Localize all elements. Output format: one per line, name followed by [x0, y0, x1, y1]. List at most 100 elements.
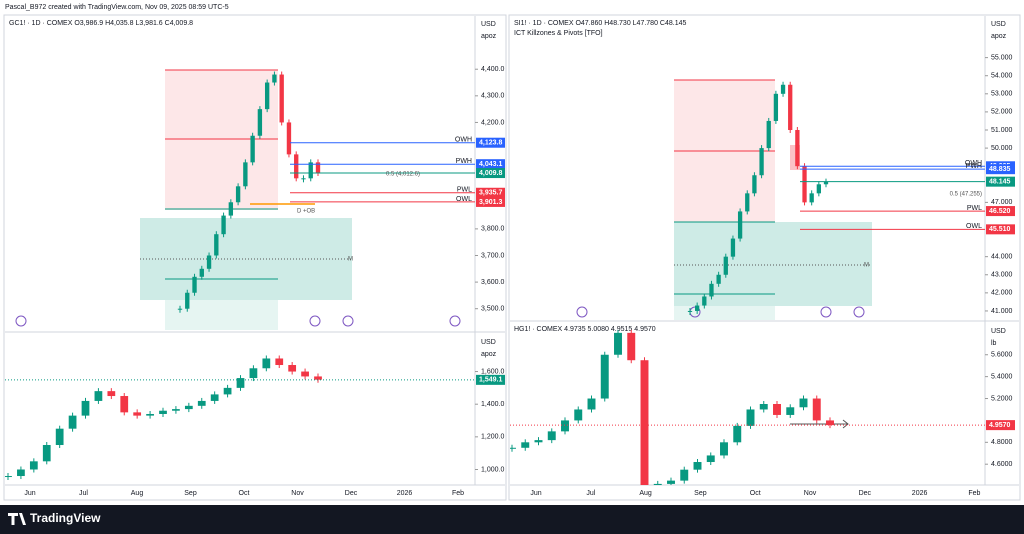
x-tick-label: Nov	[804, 490, 817, 497]
candle	[766, 120, 771, 149]
candle	[687, 310, 693, 312]
candle	[286, 122, 292, 155]
y-tick-label: 50.000	[991, 145, 1013, 152]
price-tag	[986, 176, 1015, 187]
right-frame	[508, 14, 1021, 501]
y-tick-label: 1,200.0	[481, 434, 504, 441]
candle	[773, 93, 779, 121]
price-tag	[476, 196, 505, 207]
candle	[746, 409, 755, 426]
candle	[107, 391, 116, 397]
price-tag	[476, 137, 505, 148]
x-tick-label: Feb	[968, 490, 980, 497]
candles	[687, 81, 829, 315]
candle	[199, 268, 204, 277]
legend: GC1! · 1D · COMEX O3,986.9 H4,035.8 L3,9…	[9, 20, 193, 27]
candle	[816, 184, 821, 194]
header-text: Pascal_B972 created with TradingView.com…	[5, 4, 229, 11]
y-tick-label: 4.6000	[991, 461, 1013, 468]
x-tick-label: Feb	[452, 490, 464, 497]
footer-bar	[0, 505, 1024, 534]
price-tag-label: 48.145	[989, 179, 1011, 186]
x-tick-label: Jun	[24, 490, 35, 497]
candle	[587, 398, 596, 410]
candle	[294, 154, 299, 179]
candle	[812, 398, 821, 421]
candle	[795, 130, 800, 167]
price-tag-label: 45.510	[989, 226, 1011, 233]
candle	[301, 178, 306, 180]
candle	[752, 175, 757, 194]
candle	[314, 376, 322, 380]
price-tag	[986, 420, 1015, 431]
pivot-name: OWH	[965, 160, 982, 167]
candle	[823, 181, 829, 185]
y-tick-label: 3,500.0	[481, 306, 504, 313]
pivot-name: OWL	[456, 196, 472, 203]
pivot-name: PWH	[456, 158, 472, 165]
y-tick-label: 1,400.0	[481, 401, 504, 408]
x-tick-label: Aug	[639, 490, 652, 497]
killzone-box	[165, 70, 278, 210]
candle	[667, 480, 675, 484]
x-tick-label: Oct	[750, 490, 761, 497]
price-tag	[986, 224, 1015, 235]
price-tag-label: 3,935.7	[479, 190, 502, 197]
ob-box	[790, 145, 800, 170]
candle	[159, 410, 167, 414]
candle	[250, 135, 255, 163]
candle	[614, 332, 622, 355]
chart-note: M	[348, 257, 353, 263]
killzone-box	[674, 222, 872, 306]
candle	[780, 84, 786, 94]
candle	[279, 74, 284, 123]
candle	[706, 455, 715, 463]
scale-mode: apoz	[991, 33, 1007, 40]
logo	[8, 513, 26, 525]
y-tick-label: 51.000	[991, 127, 1013, 134]
candle	[521, 442, 530, 448]
price-tag-label: 1,549.1	[479, 377, 502, 384]
candle	[172, 409, 180, 411]
candle	[720, 442, 728, 456]
pivot-name: OWL	[966, 223, 982, 230]
candle	[788, 84, 793, 130]
candle	[702, 296, 707, 306]
candle	[243, 162, 248, 187]
y-tick-label: 5.2000	[991, 395, 1013, 402]
price-tag	[476, 168, 505, 179]
price-tag-label: 46.520	[989, 208, 1011, 215]
y-tick-label: 1,600.0	[481, 368, 504, 375]
price-tag	[476, 374, 505, 385]
arrow-head	[842, 419, 849, 429]
candle	[561, 420, 569, 432]
left-frame	[3, 14, 507, 501]
candle	[695, 305, 700, 311]
x-tick-label: 2026	[397, 490, 413, 497]
chart-note: 0.5 (4,012.6)	[386, 172, 420, 178]
candles	[177, 71, 321, 313]
candle	[737, 211, 743, 239]
candle	[272, 74, 277, 83]
candle	[802, 166, 807, 203]
candle	[308, 162, 313, 179]
candle	[249, 368, 258, 379]
candle	[809, 193, 814, 203]
candle	[510, 447, 516, 449]
x-tick-label: Oct	[239, 490, 250, 497]
candle	[799, 398, 808, 408]
x-tick-label: 2026	[912, 490, 928, 497]
price-tag-label: 4,009.8	[479, 170, 502, 177]
pivot-name: PWH	[966, 163, 982, 170]
candle	[120, 396, 129, 413]
y-tick-label: 1,000.0	[481, 466, 504, 473]
candle	[315, 162, 321, 173]
pivot-name: OWH	[455, 137, 472, 144]
candle	[5, 476, 12, 478]
x-tick-label: Sep	[184, 490, 197, 497]
candles	[5, 355, 322, 481]
brand: TradingView	[30, 511, 101, 525]
y-tick-label: 3,600.0	[481, 279, 504, 286]
candle	[223, 387, 232, 395]
